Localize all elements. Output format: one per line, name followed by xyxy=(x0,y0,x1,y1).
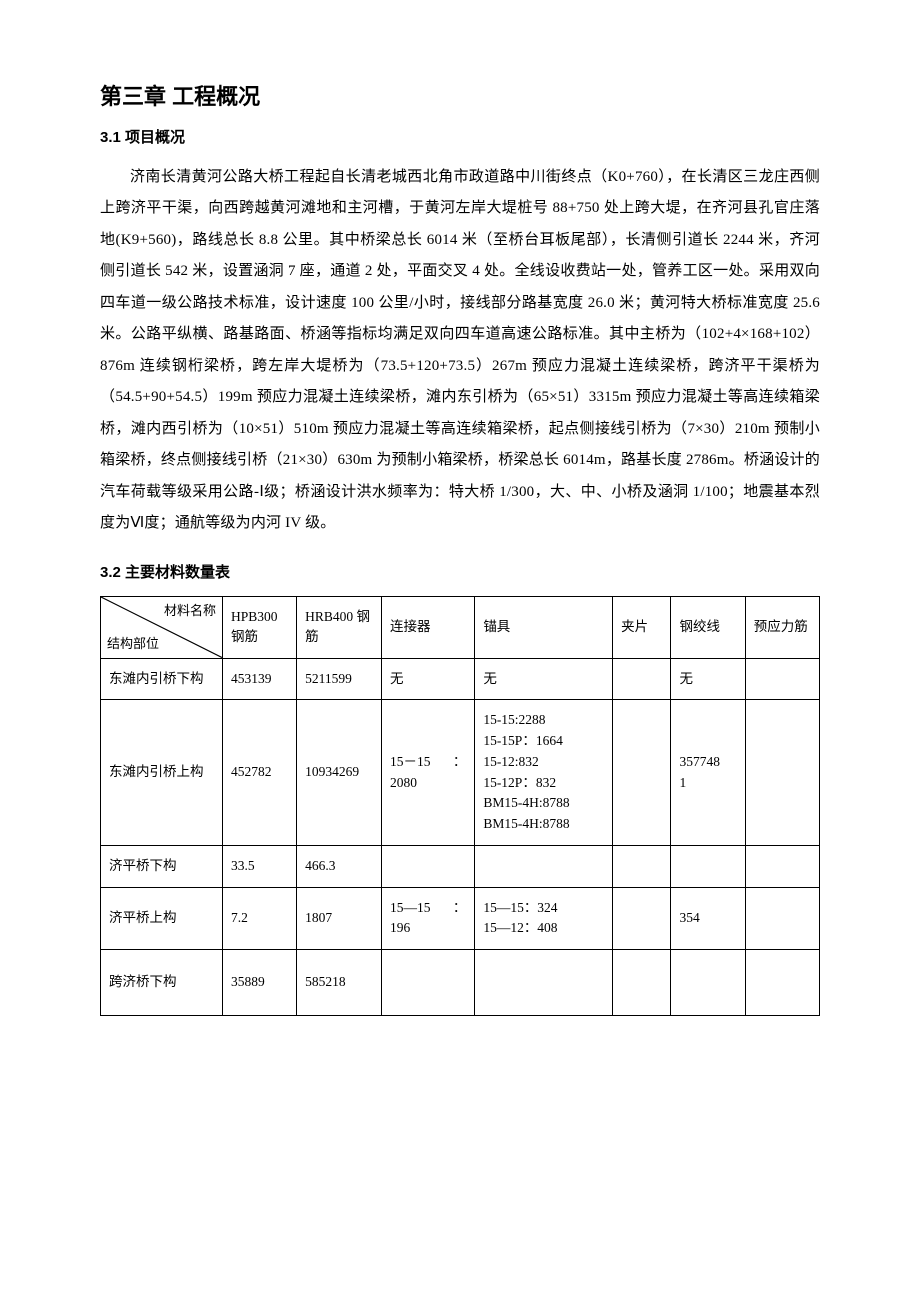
cell-text: ： xyxy=(453,898,467,919)
col-header-connector: 连接器 xyxy=(382,597,475,659)
cell-value xyxy=(475,846,613,887)
cell-value-multiline: 15-15:2288 15-15P：1664 15-12:832 15-12P：… xyxy=(475,699,613,846)
col-header-anchor: 锚具 xyxy=(475,597,613,659)
cell-text: 15—12：408 xyxy=(483,918,604,939)
cell-value: 无 xyxy=(671,658,745,699)
cell-text: 1 xyxy=(679,773,736,794)
materials-table: 材料名称 结构部位 HPB300 钢筋 HRB400 钢筋 连接器 锚具 夹片 … xyxy=(100,596,820,1016)
table-row: 东滩内引桥上构 452782 10934269 15－15 ： 2080 15-… xyxy=(101,699,820,846)
table-row: 东滩内引桥下构 453139 5211599 无 无 无 xyxy=(101,658,820,699)
cell-value: 453139 xyxy=(222,658,296,699)
col-header-clip: 夹片 xyxy=(613,597,671,659)
cell-text: 15—15：324 xyxy=(483,898,604,919)
cell-text: 15－15 xyxy=(390,752,431,773)
section-3-2-title: 3.2 主要材料数量表 xyxy=(100,562,820,585)
cell-text: 2080 xyxy=(390,773,466,794)
cell-value: 无 xyxy=(382,658,475,699)
cell-value xyxy=(745,887,819,950)
cell-value: 585218 xyxy=(297,950,382,1015)
cell-value-multiline: 357748 1 xyxy=(671,699,745,846)
col-header-strand: 钢绞线 xyxy=(671,597,745,659)
cell-text: 15-15P：1664 xyxy=(483,731,604,752)
cell-value xyxy=(745,699,819,846)
cell-value xyxy=(671,950,745,1015)
diagonal-header-cell: 材料名称 结构部位 xyxy=(101,597,223,659)
cell-value: 33.5 xyxy=(222,846,296,887)
cell-value: 466.3 xyxy=(297,846,382,887)
cell-value: 35889 xyxy=(222,950,296,1015)
cell-text: 357748 xyxy=(679,752,736,773)
row-label: 跨济桥下构 xyxy=(101,950,223,1015)
cell-value xyxy=(613,658,671,699)
table-header-row: 材料名称 结构部位 HPB300 钢筋 HRB400 钢筋 连接器 锚具 夹片 … xyxy=(101,597,820,659)
table-row: 跨济桥下构 35889 585218 xyxy=(101,950,820,1015)
cell-value xyxy=(475,950,613,1015)
cell-text: BM15-4H:8788 xyxy=(483,793,604,814)
row-label: 东滩内引桥下构 xyxy=(101,658,223,699)
diag-bottom-label: 结构部位 xyxy=(107,634,159,654)
col-header-hrb400: HRB400 钢筋 xyxy=(297,597,382,659)
cell-value: 452782 xyxy=(222,699,296,846)
cell-value: 1807 xyxy=(297,887,382,950)
cell-value: 无 xyxy=(475,658,613,699)
cell-value xyxy=(382,950,475,1015)
table-row: 济平桥下构 33.5 466.3 xyxy=(101,846,820,887)
cell-text: 15-12:832 xyxy=(483,752,604,773)
cell-value: 354 xyxy=(671,887,745,950)
cell-text: 15-15:2288 xyxy=(483,710,604,731)
cell-value xyxy=(671,846,745,887)
col-header-hpb300: HPB300 钢筋 xyxy=(222,597,296,659)
cell-value: 5211599 xyxy=(297,658,382,699)
cell-value xyxy=(613,887,671,950)
table-row: 济平桥上构 7.2 1807 15—15 ： 196 15—15：324 15—… xyxy=(101,887,820,950)
cell-value-multiline: 15—15：324 15—12：408 xyxy=(475,887,613,950)
cell-text: 15—15 xyxy=(390,898,431,919)
cell-value xyxy=(613,699,671,846)
cell-text: BM15-4H:8788 xyxy=(483,814,604,835)
section-3-1-title: 3.1 项目概况 xyxy=(100,127,820,150)
cell-value xyxy=(745,846,819,887)
cell-value-multiline: 15—15 ： 196 xyxy=(382,887,475,950)
col-header-prestress: 预应力筋 xyxy=(745,597,819,659)
row-label: 济平桥上构 xyxy=(101,887,223,950)
diag-top-label: 材料名称 xyxy=(164,601,216,621)
cell-value: 10934269 xyxy=(297,699,382,846)
cell-text: ： xyxy=(453,752,467,773)
row-label: 济平桥下构 xyxy=(101,846,223,887)
cell-text: 15-12P：832 xyxy=(483,773,604,794)
cell-value xyxy=(613,950,671,1015)
cell-value xyxy=(382,846,475,887)
cell-value: 7.2 xyxy=(222,887,296,950)
cell-value-multiline: 15－15 ： 2080 xyxy=(382,699,475,846)
cell-value xyxy=(613,846,671,887)
section-3-1-body: 济南长清黄河公路大桥工程起自长清老城西北角市政道路中川街终点（K0+760），在… xyxy=(100,162,820,540)
chapter-title: 第三章 工程概况 xyxy=(100,80,820,113)
cell-value xyxy=(745,950,819,1015)
cell-text: 196 xyxy=(390,918,466,939)
cell-value xyxy=(745,658,819,699)
row-label: 东滩内引桥上构 xyxy=(101,699,223,846)
